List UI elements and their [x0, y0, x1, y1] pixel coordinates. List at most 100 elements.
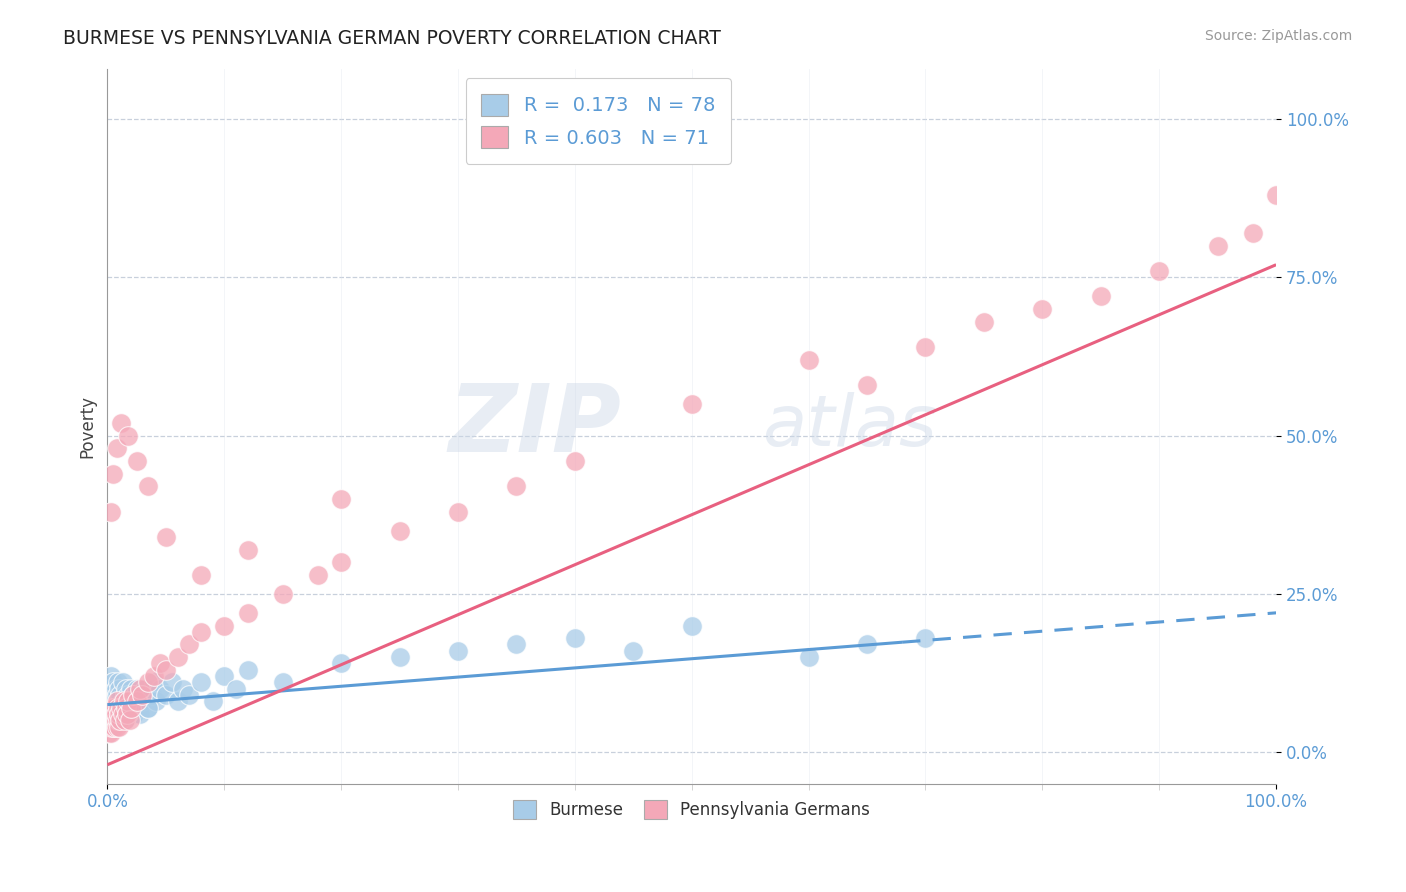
Point: [97, 707, 120, 722]
Point: [141, 688, 163, 702]
Point: [212, 669, 235, 683]
Point: [103, 700, 125, 714]
Point: [564, 631, 586, 645]
Point: [117, 707, 139, 722]
Point: [103, 714, 125, 728]
Point: [973, 315, 995, 329]
Point: [388, 650, 411, 665]
Point: [1031, 301, 1053, 316]
Point: [100, 720, 122, 734]
Point: [103, 707, 125, 722]
Point: [104, 707, 127, 722]
Point: [104, 714, 127, 728]
Point: [190, 567, 212, 582]
Point: [122, 688, 145, 702]
Point: [100, 669, 122, 683]
Point: [564, 454, 586, 468]
Point: [114, 714, 136, 728]
Point: [117, 694, 139, 708]
Point: [155, 530, 177, 544]
Point: [103, 694, 125, 708]
Point: [149, 657, 172, 671]
Point: [127, 700, 149, 714]
Point: [105, 694, 128, 708]
Point: [100, 720, 122, 734]
Point: [797, 352, 820, 367]
Point: [98, 694, 121, 708]
Point: [115, 700, 138, 714]
Point: [101, 700, 124, 714]
Point: [166, 694, 188, 708]
Point: [143, 669, 166, 683]
Point: [179, 688, 201, 702]
Point: [107, 707, 129, 722]
Point: [103, 714, 125, 728]
Text: BURMESE VS PENNSYLVANIA GERMAN POVERTY CORRELATION CHART: BURMESE VS PENNSYLVANIA GERMAN POVERTY C…: [63, 29, 721, 47]
Point: [681, 397, 703, 411]
Point: [105, 720, 128, 734]
Point: [125, 694, 148, 708]
Point: [155, 688, 177, 702]
Point: [118, 714, 141, 728]
Point: [110, 700, 132, 714]
Point: [172, 681, 194, 696]
Point: [103, 707, 125, 722]
Point: [108, 681, 131, 696]
Point: [110, 688, 132, 702]
Y-axis label: Poverty: Poverty: [79, 394, 96, 458]
Point: [105, 688, 128, 702]
Point: [271, 675, 294, 690]
Point: [797, 650, 820, 665]
Point: [134, 681, 156, 696]
Point: [856, 638, 879, 652]
Point: [122, 688, 145, 702]
Point: [330, 491, 353, 506]
Point: [136, 700, 159, 714]
Point: [114, 714, 136, 728]
Point: [100, 707, 122, 722]
Point: [236, 663, 259, 677]
Point: [120, 681, 142, 696]
Point: [115, 681, 138, 696]
Point: [145, 694, 167, 708]
Point: [120, 700, 142, 714]
Point: [201, 694, 224, 708]
Point: [110, 416, 132, 430]
Point: [1265, 188, 1288, 202]
Point: [110, 700, 132, 714]
Point: [236, 606, 259, 620]
Point: [190, 624, 212, 639]
Point: [114, 688, 136, 702]
Point: [225, 681, 247, 696]
Point: [505, 479, 527, 493]
Point: [160, 675, 183, 690]
Point: [125, 681, 148, 696]
Point: [856, 378, 879, 392]
Point: [110, 700, 132, 714]
Point: [122, 707, 145, 722]
Point: [143, 675, 166, 690]
Point: [101, 700, 124, 714]
Point: [111, 694, 134, 708]
Point: [107, 675, 129, 690]
Point: [105, 442, 128, 456]
Point: [330, 555, 353, 569]
Point: [117, 428, 139, 442]
Point: [121, 700, 143, 714]
Point: [101, 720, 124, 734]
Point: [104, 700, 127, 714]
Point: [131, 688, 153, 702]
Point: [131, 694, 153, 708]
Point: [447, 505, 470, 519]
Point: [111, 707, 134, 722]
Point: [98, 720, 121, 734]
Point: [103, 720, 125, 734]
Text: atlas: atlas: [762, 392, 936, 460]
Point: [108, 714, 131, 728]
Point: [101, 688, 124, 702]
Point: [136, 700, 159, 714]
Point: [100, 726, 122, 740]
Point: [97, 726, 120, 740]
Point: [117, 700, 139, 714]
Point: [98, 681, 121, 696]
